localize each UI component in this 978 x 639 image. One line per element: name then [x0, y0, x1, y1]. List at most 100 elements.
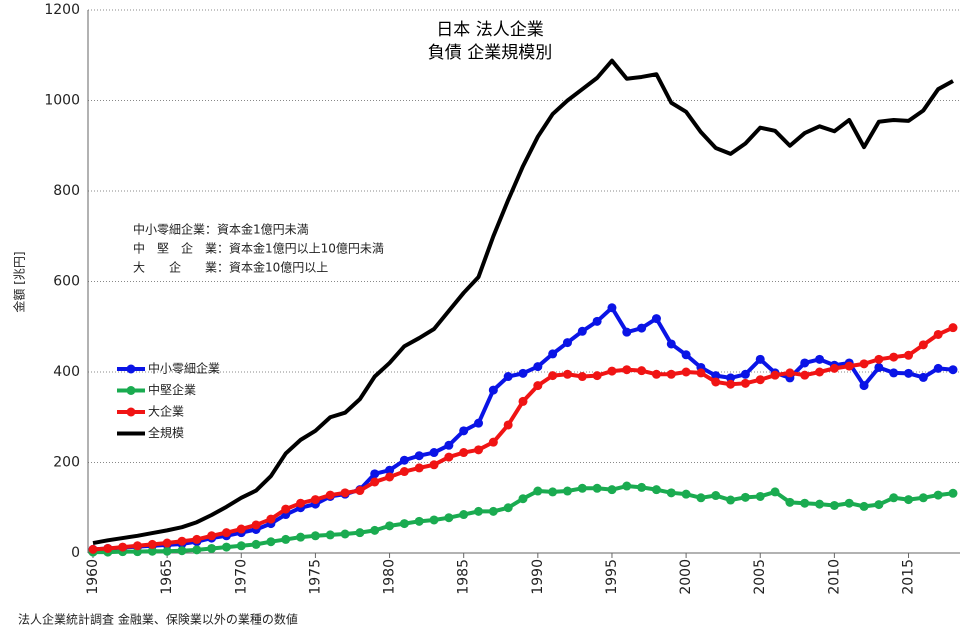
- data-point: [607, 366, 617, 376]
- data-point: [118, 542, 128, 552]
- data-point: [607, 485, 617, 495]
- data-point: [533, 362, 543, 372]
- data-point: [904, 368, 914, 378]
- data-point: [622, 481, 632, 491]
- data-point: [577, 372, 587, 382]
- x-tick-label: 1965: [159, 559, 175, 595]
- data-point: [933, 490, 943, 500]
- data-point: [755, 491, 765, 501]
- data-point: [637, 366, 647, 376]
- data-point: [414, 463, 424, 473]
- legend-label: 中堅企業: [148, 382, 196, 397]
- data-point: [474, 418, 484, 428]
- data-point: [622, 327, 632, 337]
- data-point: [874, 362, 884, 372]
- data-point: [829, 500, 839, 510]
- data-point: [844, 498, 854, 508]
- data-point: [296, 498, 306, 508]
- data-point: [370, 525, 380, 535]
- y-tick-label: 600: [53, 274, 80, 290]
- data-point: [918, 340, 928, 350]
- data-point: [711, 371, 721, 381]
- annotation: 大 企 業：資本金10億円以上: [133, 260, 328, 275]
- data-point: [904, 350, 914, 360]
- data-point: [607, 303, 617, 313]
- data-point: [948, 488, 958, 498]
- data-point: [666, 488, 676, 498]
- data-point: [325, 530, 335, 540]
- y-tick-label: 0: [71, 545, 80, 561]
- data-point: [592, 316, 602, 326]
- x-tick-label: 2000: [678, 559, 694, 595]
- data-point: [770, 487, 780, 497]
- y-tick-label: 1000: [44, 93, 80, 109]
- data-point: [548, 349, 558, 359]
- data-point: [696, 493, 706, 503]
- data-point: [474, 506, 484, 516]
- data-point: [503, 420, 513, 430]
- legend-label: 全規模: [148, 425, 184, 440]
- legend-marker: [126, 386, 136, 395]
- data-point: [340, 488, 350, 498]
- data-point: [666, 339, 676, 349]
- data-point: [562, 486, 572, 496]
- data-point: [681, 489, 691, 499]
- data-point: [281, 504, 291, 514]
- data-point: [192, 545, 202, 555]
- data-point: [518, 494, 528, 504]
- y-tick-label: 1200: [44, 2, 80, 18]
- data-point: [592, 483, 602, 493]
- data-point: [518, 368, 528, 378]
- data-point: [859, 381, 869, 391]
- data-point: [236, 524, 246, 534]
- data-point: [726, 373, 736, 383]
- x-tick-label: 2015: [901, 559, 917, 595]
- data-point: [429, 515, 439, 525]
- data-point: [637, 323, 647, 333]
- data-point: [696, 368, 706, 378]
- data-point: [829, 363, 839, 373]
- footnote: 法人企業統計調査 金融業、保険業以外の業種の数値: [18, 612, 298, 627]
- data-point: [770, 370, 780, 380]
- data-point: [325, 490, 335, 500]
- data-point: [755, 375, 765, 385]
- data-point: [815, 367, 825, 377]
- data-point: [889, 368, 899, 378]
- data-point: [414, 451, 424, 461]
- data-point: [785, 368, 795, 378]
- data-point: [162, 538, 172, 548]
- data-point: [711, 491, 721, 501]
- data-point: [740, 378, 750, 388]
- data-point: [355, 486, 365, 496]
- data-point: [651, 485, 661, 495]
- x-tick-label: 2005: [752, 559, 768, 595]
- data-point: [548, 487, 558, 497]
- chart-title: 日本 法人企業: [436, 20, 543, 40]
- data-point: [503, 372, 513, 382]
- data-point: [370, 469, 380, 479]
- data-point: [844, 361, 854, 371]
- data-point: [533, 381, 543, 391]
- data-point: [859, 359, 869, 369]
- data-point: [147, 539, 157, 549]
- data-point: [889, 493, 899, 503]
- data-point: [577, 326, 587, 336]
- data-point: [385, 521, 395, 531]
- data-point: [221, 528, 231, 538]
- data-point: [132, 541, 142, 551]
- data-point: [666, 369, 676, 379]
- data-point: [548, 371, 558, 381]
- data-point: [562, 369, 572, 379]
- series-line: [92, 305, 954, 552]
- data-point: [562, 338, 572, 348]
- data-point: [874, 354, 884, 364]
- x-tick-label: 1995: [604, 559, 620, 595]
- data-point: [296, 532, 306, 542]
- data-point: [429, 448, 439, 458]
- data-point: [88, 544, 98, 554]
- data-point: [651, 314, 661, 324]
- x-tick-label: 1990: [530, 559, 546, 595]
- data-point: [918, 493, 928, 503]
- data-point: [266, 514, 276, 524]
